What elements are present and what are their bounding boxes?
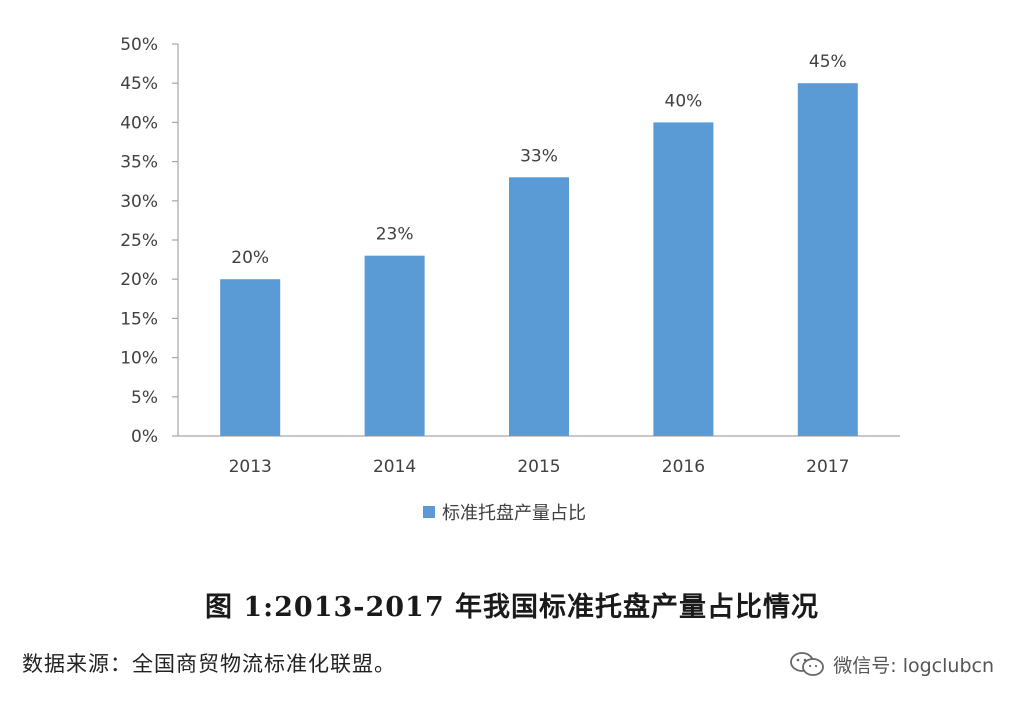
watermark-text: 微信号: logclubcn xyxy=(833,654,994,677)
legend-swatch xyxy=(423,506,435,518)
y-tick-label: 45% xyxy=(120,74,158,94)
data-label: 45% xyxy=(809,52,847,72)
y-tick-label: 5% xyxy=(131,388,158,408)
data-label: 23% xyxy=(376,225,414,245)
bars: 20% 23% 33% 40% 45% xyxy=(220,52,858,437)
wechat-icon xyxy=(790,652,825,676)
data-source-note: 数据来源：全国商贸物流标准化联盟。 xyxy=(22,652,396,676)
x-axis: 2013 2014 2015 2016 2017 xyxy=(178,435,900,477)
data-label: 40% xyxy=(665,91,703,111)
y-tick-label: 20% xyxy=(120,270,158,290)
bar xyxy=(797,83,858,436)
y-tick-label: 40% xyxy=(120,113,158,133)
legend: 标准托盘产量占比 xyxy=(423,503,586,524)
bar xyxy=(509,177,569,436)
y-tick-label: 15% xyxy=(120,309,158,329)
bar-chart: 0% 5% 10% 15% 20% 25% 30% 35% 40% 45% 50% 2013 2014… xyxy=(120,35,900,524)
y-tick-label: 10% xyxy=(120,349,158,369)
data-label: 33% xyxy=(520,146,558,166)
x-tick-label: 2016 xyxy=(662,457,705,477)
y-tick-label: 50% xyxy=(120,35,158,55)
x-tick-label: 2013 xyxy=(229,457,272,477)
data-label: 20% xyxy=(231,248,269,268)
wechat-watermark: 微信号: logclubcn xyxy=(789,650,994,678)
y-tick-label: 30% xyxy=(120,192,158,212)
x-tick-label: 2017 xyxy=(806,457,849,477)
x-tick-label: 2015 xyxy=(517,457,560,477)
figure-caption: 图 1:2013-2017 年我国标准托盘产量占比情况 xyxy=(204,592,820,623)
bar xyxy=(653,122,714,437)
y-tick-label: 35% xyxy=(120,153,158,173)
y-axis: 0% 5% 10% 15% 20% 25% 30% 35% 40% 45% 50% xyxy=(120,35,179,447)
bar xyxy=(220,279,281,436)
x-tick-label: 2014 xyxy=(373,457,416,477)
y-tick-label: 25% xyxy=(120,231,158,251)
y-tick-label: 0% xyxy=(131,427,158,447)
bar xyxy=(364,255,425,436)
legend-label: 标准托盘产量占比 xyxy=(442,503,586,524)
